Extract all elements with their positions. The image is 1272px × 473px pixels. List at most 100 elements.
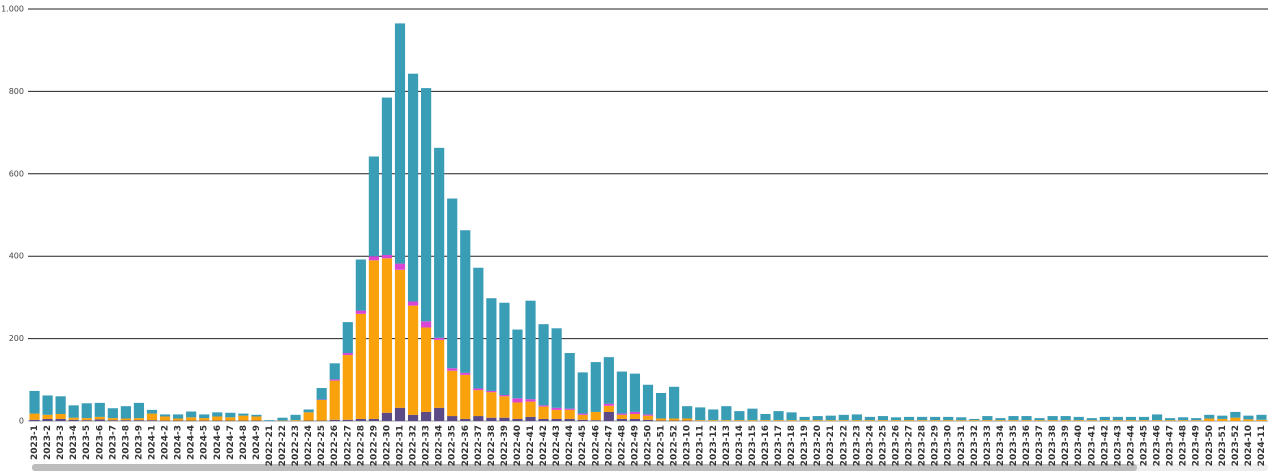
bar-segment [642, 419, 654, 421]
bar-segment [590, 411, 601, 421]
x-tick-label: 2022-47 [604, 425, 614, 466]
bar-segment [642, 414, 654, 416]
bar-segment [1086, 420, 1097, 421]
y-tick-label: 0 [19, 417, 24, 426]
bar-segment [447, 370, 458, 417]
x-tick-label: 2022-28 [356, 425, 366, 466]
x-tick-label: 2023-50 [1205, 425, 1215, 466]
x-tick-label: 2022-38 [487, 425, 497, 466]
bar-segment [342, 355, 353, 420]
bar-segment [159, 416, 171, 421]
x-tick-label: 2024-7 [226, 425, 236, 460]
x-tick-label: 2023-6 [95, 425, 105, 460]
bar-segment [407, 414, 419, 421]
bar-segment [943, 420, 954, 421]
x-tick-label: 2023-32 [970, 425, 980, 466]
bar-segment [825, 420, 836, 421]
x-tick-label: 2023-4 [69, 425, 79, 460]
bar-segment [616, 418, 627, 421]
x-tick-label: 2023-19 [800, 425, 810, 466]
bar-segment [473, 390, 484, 417]
bar-segment [146, 413, 158, 421]
bar-segment [277, 417, 288, 421]
scrollbar-thumb[interactable] [32, 464, 1137, 471]
x-tick-label: 2023-51 [1218, 425, 1228, 466]
x-tick-label: 2023-30 [944, 425, 954, 466]
x-tick-label: 2023-34 [996, 425, 1006, 466]
bar-segment [773, 420, 784, 421]
x-tick-label: 2023-24 [865, 425, 875, 466]
x-tick-label: 2022-46 [591, 425, 601, 466]
bar-segment [173, 414, 184, 419]
bar-segment [943, 416, 954, 421]
bar-segment [146, 420, 158, 421]
bar-segment [1021, 420, 1032, 421]
x-tick-label: 2023-5 [82, 425, 92, 460]
x-tick-label: 2023-9 [134, 425, 144, 460]
bar-segment [473, 388, 484, 391]
bar-segment [747, 420, 758, 421]
x-tick-label: 2022-40 [513, 425, 523, 466]
x-tick-label: 2023-8 [121, 425, 131, 460]
x-tick-label: 2022-41 [526, 425, 536, 466]
bar-segment [512, 398, 523, 403]
bar-segment [1151, 414, 1163, 421]
bar-segment [55, 413, 66, 419]
x-tick-label: 2023-28 [918, 425, 928, 466]
x-tick-label: 2023-42 [1100, 425, 1110, 466]
x-tick-label: 2022-43 [552, 425, 562, 466]
x-tick-label: 2023-23 [852, 425, 862, 466]
bar-segment [264, 420, 275, 421]
x-tick-label: 2024-11 [1257, 425, 1267, 466]
bar-segment [434, 339, 445, 408]
bar-segment [982, 416, 993, 421]
bar-segment [1191, 418, 1202, 421]
bar-segment [812, 420, 823, 421]
bar-segment [708, 420, 719, 421]
bar-segment [133, 402, 145, 419]
bar-segment [42, 395, 53, 415]
bar-segment [473, 267, 484, 389]
bar-segment [146, 409, 158, 414]
bar-segment [42, 418, 53, 421]
bar-segment [1178, 420, 1189, 421]
x-tick-label: 2023-27 [905, 425, 915, 466]
bar-segment [342, 353, 353, 356]
bar-segment [577, 413, 588, 415]
bar-segment [642, 415, 654, 420]
bar-segment [538, 406, 549, 419]
bar-segment [29, 413, 40, 420]
bar-segment [81, 418, 92, 421]
bar-segment [368, 256, 379, 261]
bar-segment [799, 420, 810, 421]
bar-segment [68, 405, 79, 418]
bar-segment [825, 415, 836, 421]
bar-segment [956, 417, 967, 421]
bar-segment [864, 420, 875, 421]
y-tick-label: 200 [9, 334, 24, 343]
bar-segment [251, 416, 262, 421]
bar-segment [1073, 416, 1084, 421]
bar-segment [995, 418, 1006, 421]
bar-segment [1073, 420, 1084, 421]
bar-segment [316, 399, 327, 421]
bar-segment [786, 412, 797, 421]
bar-segment [1230, 411, 1241, 418]
x-tick-label: 2023-10 [683, 425, 693, 466]
bar-segment [577, 419, 588, 421]
bar-segment [1099, 420, 1110, 421]
x-tick-label: 2023-20 [813, 425, 823, 466]
x-tick-label: 2022-45 [578, 425, 588, 466]
bar-segment [1256, 419, 1267, 421]
bar-segment [434, 407, 445, 421]
bar-segment [460, 418, 471, 421]
bar-segment [199, 414, 210, 419]
bar-segment [29, 419, 40, 421]
bar-segment [499, 302, 510, 396]
x-tick-label: 2024-5 [200, 425, 210, 460]
y-tick-label: 800 [9, 87, 24, 96]
x-tick-label: 2022-35 [448, 425, 458, 466]
bar-segment [864, 416, 875, 421]
bar-segment [577, 414, 588, 420]
